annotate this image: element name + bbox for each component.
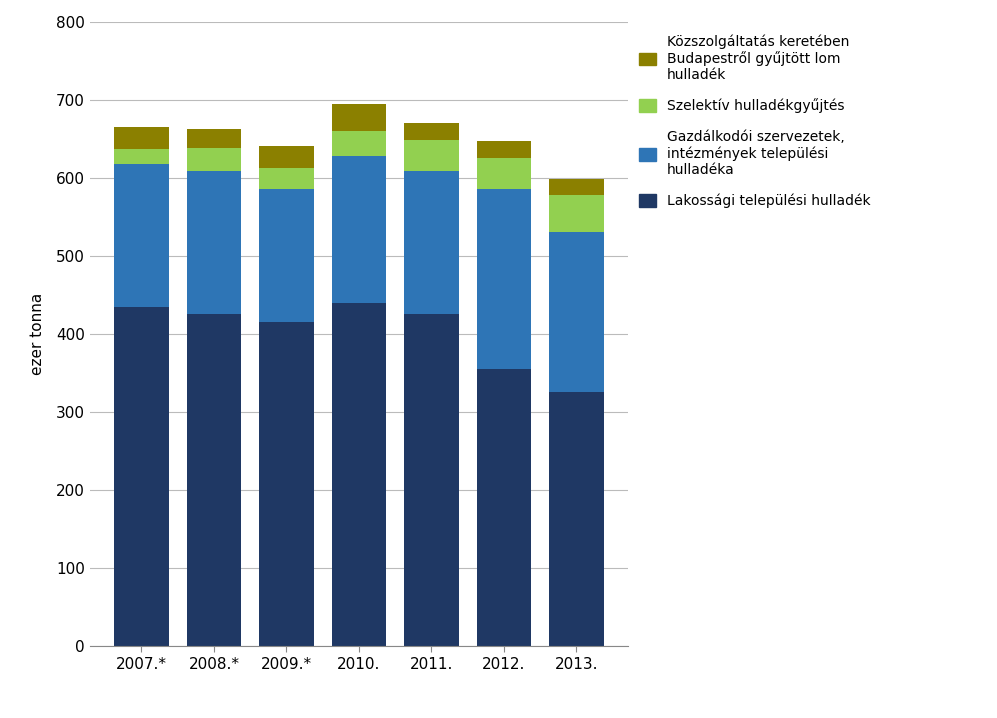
Bar xyxy=(549,393,603,646)
Y-axis label: ezer tonna: ezer tonna xyxy=(30,293,45,375)
Bar xyxy=(549,195,603,233)
Bar xyxy=(404,172,459,314)
Bar xyxy=(186,148,241,172)
Bar xyxy=(186,314,241,646)
Bar xyxy=(115,307,168,646)
Bar xyxy=(259,167,314,190)
Bar xyxy=(549,180,603,195)
Bar xyxy=(259,146,314,167)
Bar xyxy=(332,156,386,302)
Bar xyxy=(477,158,531,190)
Bar xyxy=(332,131,386,156)
Bar xyxy=(404,140,459,172)
Bar xyxy=(477,190,531,369)
Bar xyxy=(477,141,531,158)
Legend: Közszolgáltatás keretében
Budapestről gyűjtött lom
hulladék, Szelektív hulladékg: Közszolgáltatás keretében Budapestről gy… xyxy=(639,34,870,208)
Bar xyxy=(404,314,459,646)
Bar xyxy=(259,190,314,322)
Bar xyxy=(332,302,386,646)
Bar xyxy=(332,103,386,131)
Bar xyxy=(186,129,241,148)
Bar xyxy=(115,127,168,149)
Bar xyxy=(115,164,168,307)
Bar xyxy=(186,172,241,314)
Bar xyxy=(115,149,168,164)
Bar xyxy=(404,123,459,140)
Bar xyxy=(477,369,531,646)
Bar xyxy=(259,322,314,646)
Bar xyxy=(549,233,603,393)
